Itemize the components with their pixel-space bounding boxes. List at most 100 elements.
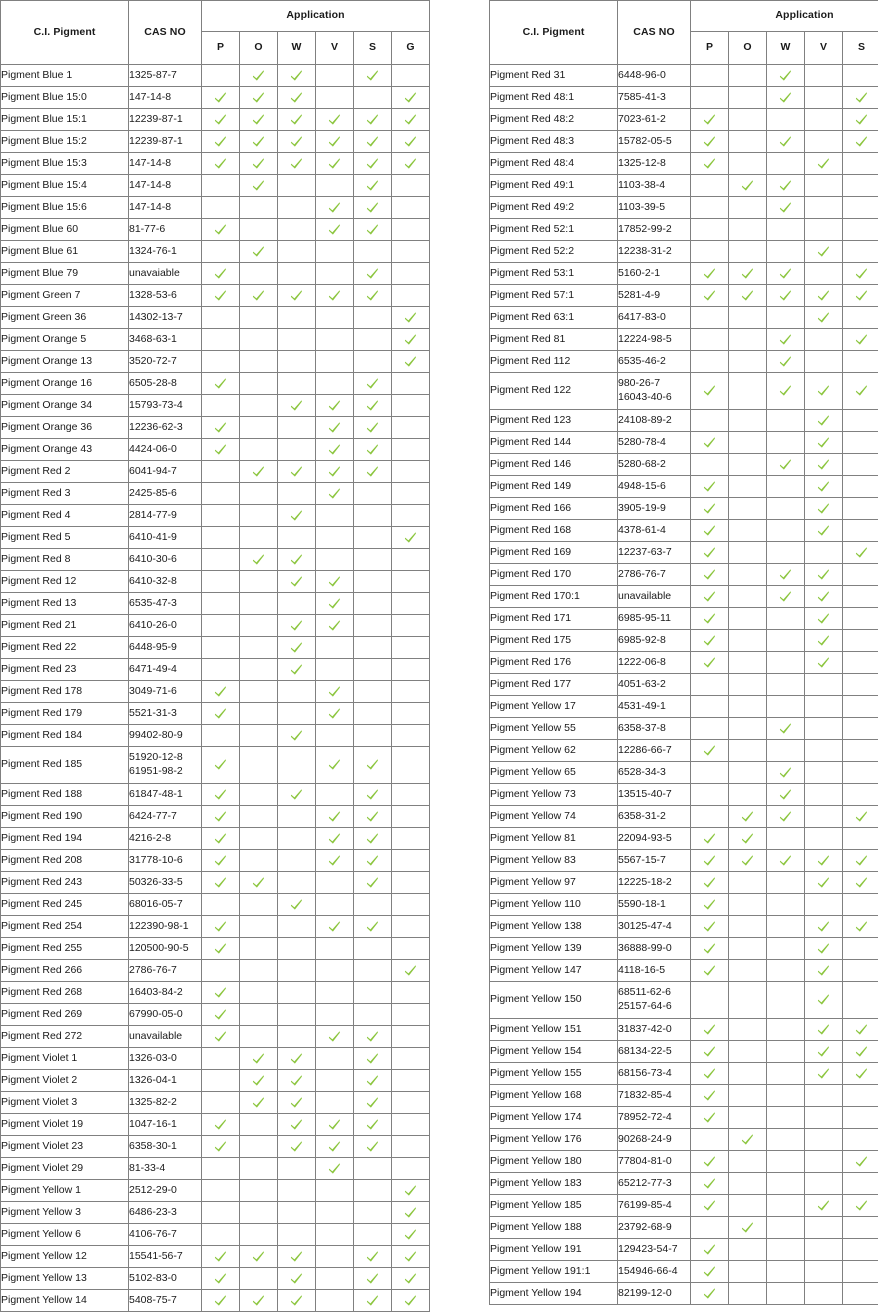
cell-application-v xyxy=(805,828,843,850)
check-icon xyxy=(855,546,868,559)
cell-application-p xyxy=(202,527,240,549)
check-icon xyxy=(366,421,379,434)
cell-application-s xyxy=(843,1129,878,1151)
cell-application-v xyxy=(805,219,843,241)
cell-application-p xyxy=(691,373,729,410)
cell-pigment-name: Pigment Green 7 xyxy=(1,285,129,307)
check-icon xyxy=(328,619,341,632)
cell-application-o xyxy=(240,351,278,373)
cell-application-g xyxy=(392,109,430,131)
check-icon xyxy=(404,531,417,544)
cell-application-o xyxy=(240,938,278,960)
cell-application-o xyxy=(240,527,278,549)
cell-application-p xyxy=(691,1085,729,1107)
check-icon xyxy=(817,289,830,302)
cell-application-v xyxy=(805,285,843,307)
check-icon xyxy=(252,91,265,104)
check-icon xyxy=(703,135,716,148)
cell-cas-number: 12236-62-3 xyxy=(129,417,202,439)
cell-cas-number: 61847-48-1 xyxy=(129,784,202,806)
cell-cas-number: 2512-29-0 xyxy=(129,1180,202,1202)
check-icon xyxy=(404,91,417,104)
cell-application-s xyxy=(354,527,392,549)
header-app-w: W xyxy=(767,32,805,65)
check-icon xyxy=(703,546,716,559)
cell-pigment-name: Pigment Red 255 xyxy=(1,938,129,960)
cell-application-v xyxy=(805,1063,843,1085)
pigment-application-page: C.I. Pigment CAS NO Application P O W V … xyxy=(0,0,878,1260)
cell-application-g xyxy=(392,894,430,916)
cell-application-v xyxy=(316,615,354,637)
cell-application-p xyxy=(202,131,240,153)
cell-application-w xyxy=(278,938,316,960)
cell-application-p xyxy=(691,263,729,285)
cell-application-p xyxy=(691,564,729,586)
check-icon xyxy=(252,465,265,478)
cell-application-o xyxy=(729,1151,767,1173)
cell-application-s xyxy=(354,1158,392,1180)
cell-application-o xyxy=(729,586,767,608)
cell-application-s xyxy=(354,725,392,747)
cell-pigment-name: Pigment Red 178 xyxy=(1,681,129,703)
cell-application-o xyxy=(729,1283,767,1305)
cell-application-g xyxy=(392,916,430,938)
cell-pigment-name: Pigment Yellow 13 xyxy=(1,1268,129,1290)
cell-application-v xyxy=(316,307,354,329)
cell-application-v xyxy=(805,1129,843,1151)
check-icon xyxy=(404,1250,417,1263)
check-icon xyxy=(817,436,830,449)
check-icon xyxy=(817,414,830,427)
check-icon xyxy=(855,289,868,302)
cell-application-s xyxy=(843,241,878,263)
cell-application-w xyxy=(278,439,316,461)
check-icon xyxy=(741,1133,754,1146)
cell-application-s xyxy=(354,1246,392,1268)
cell-cas-number: 4378-61-4 xyxy=(618,520,691,542)
header-cas-no: CAS NO xyxy=(129,1,202,65)
cell-application-o xyxy=(729,1041,767,1063)
cell-application-s xyxy=(354,1224,392,1246)
cell-application-o xyxy=(240,175,278,197)
cell-cas-number: 78952-72-4 xyxy=(618,1107,691,1129)
cell-cas-number: 980-26-7 16043-40-6 xyxy=(618,373,691,410)
cell-pigment-name: Pigment Yellow 55 xyxy=(490,718,618,740)
check-icon xyxy=(328,487,341,500)
cell-application-o xyxy=(729,916,767,938)
check-icon xyxy=(703,113,716,126)
cell-application-v xyxy=(805,109,843,131)
check-icon xyxy=(290,663,303,676)
cell-application-v xyxy=(805,630,843,652)
cell-application-s xyxy=(843,894,878,916)
cell-application-o xyxy=(729,740,767,762)
cell-application-v xyxy=(805,652,843,674)
cell-application-w xyxy=(278,894,316,916)
cell-application-v xyxy=(805,784,843,806)
cell-application-g xyxy=(392,725,430,747)
check-icon xyxy=(252,1250,265,1263)
header-application: Application xyxy=(202,1,430,32)
cell-pigment-name: Pigment Violet 2 xyxy=(1,1070,129,1092)
cell-cas-number: 6985-92-8 xyxy=(618,630,691,652)
cell-application-p xyxy=(691,1107,729,1129)
cell-application-v xyxy=(316,263,354,285)
check-icon xyxy=(817,993,830,1006)
cell-application-p xyxy=(691,982,729,1019)
check-icon xyxy=(779,458,792,471)
check-icon xyxy=(817,458,830,471)
check-icon xyxy=(328,854,341,867)
check-icon xyxy=(366,788,379,801)
cell-pigment-name: Pigment Yellow 12 xyxy=(1,1246,129,1268)
cell-application-s xyxy=(843,432,878,454)
check-icon xyxy=(290,1052,303,1065)
